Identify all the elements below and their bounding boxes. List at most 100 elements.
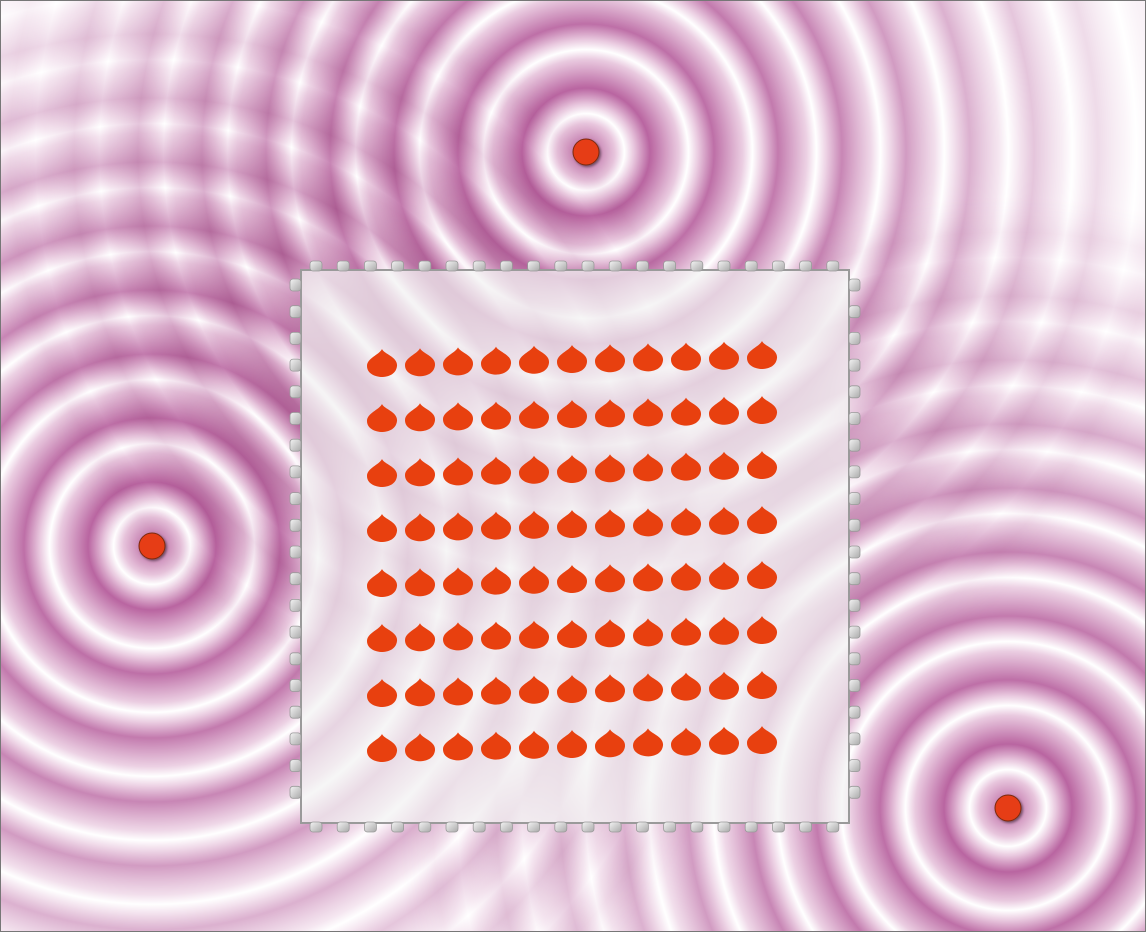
particle	[405, 733, 436, 762]
particle	[443, 732, 474, 761]
particle	[481, 731, 512, 760]
particle	[595, 344, 626, 373]
particle	[443, 622, 474, 651]
particle	[709, 671, 740, 700]
edge-stud	[418, 260, 432, 272]
wave-source[interactable]	[572, 138, 600, 166]
particle	[481, 511, 512, 540]
edge-stud	[848, 412, 861, 425]
particle	[557, 675, 588, 703]
edge-stud	[848, 705, 861, 719]
edge-stud	[848, 465, 861, 479]
edge-stud	[445, 260, 459, 272]
particle	[671, 342, 702, 371]
edge-stud	[848, 545, 861, 559]
particle	[367, 624, 398, 652]
edge-stud	[472, 260, 486, 272]
particle	[519, 675, 550, 704]
particle	[709, 506, 740, 535]
wave-source[interactable]	[138, 532, 166, 560]
particle	[747, 561, 778, 589]
edge-stud	[289, 385, 302, 399]
edge-stud	[581, 260, 595, 272]
particle	[443, 677, 474, 706]
edge-stud	[848, 732, 861, 746]
particle	[519, 400, 550, 429]
particle	[633, 398, 664, 427]
edge-stud	[848, 492, 861, 506]
particle	[747, 616, 778, 644]
edge-stud	[554, 821, 568, 833]
edge-stud	[848, 278, 861, 292]
edge-stud	[289, 572, 302, 586]
edge-stud	[848, 599, 861, 612]
particle	[709, 561, 740, 590]
edge-stud	[663, 260, 676, 272]
edge-stud	[848, 331, 861, 345]
edge-stud	[848, 785, 861, 799]
edge-stud	[336, 260, 350, 272]
edge-stud	[391, 260, 405, 272]
particle	[443, 347, 474, 376]
particle	[405, 623, 436, 652]
particle	[633, 618, 664, 647]
edge-stud	[690, 260, 704, 272]
edge-stud	[289, 732, 302, 746]
particle	[405, 568, 436, 597]
edge-stud	[636, 260, 649, 272]
particle	[671, 397, 702, 426]
particle	[481, 621, 512, 650]
edge-stud	[309, 821, 323, 833]
edge-stud	[289, 759, 302, 772]
particle	[557, 730, 588, 758]
particle	[519, 730, 550, 759]
edge-stud	[289, 465, 302, 479]
edge-stud	[363, 821, 377, 833]
particle	[709, 726, 740, 755]
particle	[671, 507, 702, 536]
particle	[633, 508, 664, 537]
particle	[557, 565, 588, 593]
particle	[633, 563, 664, 592]
edge-stud	[826, 260, 840, 272]
edge-stud	[309, 260, 323, 272]
wave-source[interactable]	[994, 794, 1022, 822]
edge-stud	[848, 679, 861, 692]
edge-stud	[289, 652, 302, 666]
particle	[367, 514, 398, 542]
edge-stud	[289, 679, 302, 692]
edge-stud	[289, 438, 302, 452]
particle	[519, 620, 550, 649]
particle	[443, 567, 474, 596]
particle-grid	[367, 341, 778, 762]
particle	[747, 726, 778, 754]
particle	[405, 513, 436, 542]
particle	[595, 674, 626, 703]
particle	[481, 456, 512, 485]
particle	[747, 341, 778, 369]
particle	[557, 620, 588, 648]
particle	[633, 673, 664, 702]
edge-stud	[608, 260, 622, 272]
particle	[595, 564, 626, 593]
particle	[443, 512, 474, 541]
edge-stud	[289, 305, 302, 319]
particle	[367, 349, 398, 377]
edge-stud	[554, 260, 568, 272]
particle	[633, 343, 664, 372]
particle	[367, 679, 398, 707]
particle	[747, 396, 778, 424]
edge-stud	[772, 260, 785, 272]
particle	[671, 562, 702, 591]
particle	[671, 452, 702, 481]
edge-stud	[848, 572, 861, 586]
edge-stud	[289, 412, 302, 425]
edge-stud	[289, 518, 302, 532]
edge-stud	[717, 821, 731, 833]
particle	[519, 345, 550, 374]
particle	[557, 455, 588, 483]
edge-stud	[772, 821, 785, 833]
particle	[405, 458, 436, 487]
particle	[481, 346, 512, 375]
